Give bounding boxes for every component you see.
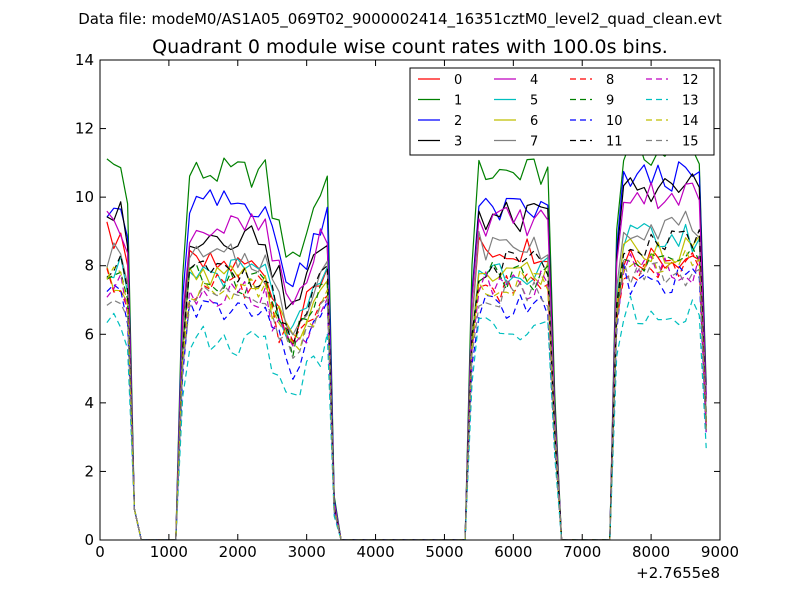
x-tick-label: 1000 <box>150 543 188 561</box>
x-tick-label: 7000 <box>563 543 601 561</box>
legend-label-2: 2 <box>454 114 462 129</box>
series-line-15 <box>106 259 707 540</box>
y-tick-label: 2 <box>84 462 94 480</box>
series-line-5 <box>106 223 707 540</box>
series-layer <box>106 137 707 540</box>
legend-label-7: 7 <box>530 135 538 150</box>
legend-label-4: 4 <box>530 73 538 88</box>
legend-box <box>409 67 715 156</box>
series-line-7 <box>106 210 707 540</box>
legend-label-0: 0 <box>454 73 462 88</box>
axes-layer: 0 1000 2000 3000 4000 5000 6000 7000 8000 9000 0 2 4… <box>75 51 739 561</box>
legend-label-5: 5 <box>530 94 538 109</box>
legend-label-13: 13 <box>682 94 699 109</box>
series-line-2 <box>106 161 707 540</box>
y-tick-label: 6 <box>84 325 94 343</box>
x-tick-label: 3000 <box>288 543 326 561</box>
x-offset-label: +2.7655e8 <box>636 564 720 582</box>
series-line-6 <box>106 235 707 540</box>
legend-label-1: 1 <box>454 94 462 109</box>
legend-label-8: 8 <box>606 73 614 88</box>
legend-label-11: 11 <box>606 135 623 150</box>
chart-suptitle: Data file: modeM0/AS1A05_069T02_90000024… <box>78 10 722 29</box>
x-tick-label: 6000 <box>494 543 532 561</box>
y-tick-label: 4 <box>84 394 94 412</box>
series-line-4 <box>106 181 707 540</box>
series-line-3 <box>106 173 707 540</box>
series-line-0 <box>106 221 707 540</box>
legend-label-3: 3 <box>454 135 462 150</box>
chart-title: Quadrant 0 module wise count rates with … <box>152 36 668 58</box>
y-tick-label: 8 <box>84 257 94 275</box>
legend-label-10: 10 <box>606 114 623 129</box>
series-line-11 <box>106 229 707 540</box>
plot-frame <box>99 59 721 541</box>
series-line-10 <box>106 263 707 540</box>
y-tick-label: 14 <box>75 51 94 69</box>
x-tick-label: 8000 <box>632 543 670 561</box>
y-tick-label: 12 <box>75 120 94 138</box>
x-tick-label: 4000 <box>356 543 394 561</box>
x-tick-label: 0 <box>95 543 105 561</box>
legend-label-15: 15 <box>682 135 699 150</box>
x-tick-label: 9000 <box>701 543 739 561</box>
series-line-1 <box>106 137 707 540</box>
y-tick-label: 10 <box>75 188 94 206</box>
y-tick-label: 0 <box>84 531 94 549</box>
legend-label-9: 9 <box>606 94 614 109</box>
legend-label-12: 12 <box>682 73 699 88</box>
series-line-12 <box>106 253 707 540</box>
x-tick-label: 2000 <box>219 543 257 561</box>
legend-label-14: 14 <box>682 114 699 129</box>
legend-label-6: 6 <box>530 114 538 129</box>
series-line-8 <box>106 252 707 540</box>
x-tick-label: 5000 <box>425 543 463 561</box>
series-line-14 <box>106 248 707 540</box>
